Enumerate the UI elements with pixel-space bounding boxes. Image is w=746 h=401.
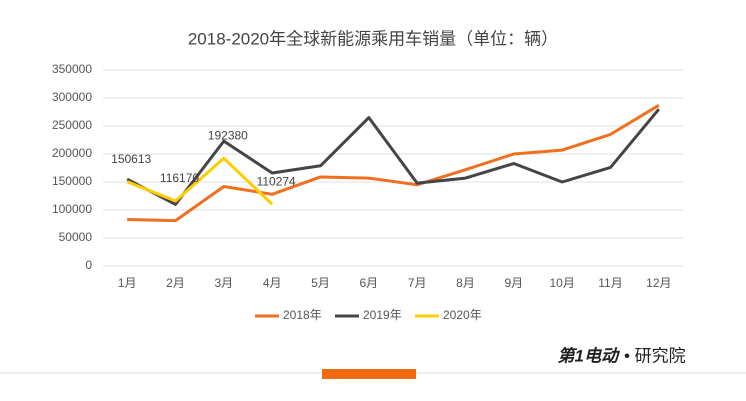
x-tick-label: 4月: [263, 276, 282, 290]
y-tick-label: 250000: [52, 118, 92, 132]
chart-title: 2018-2020年全球新能源乘用车销量（单位：辆）: [188, 29, 558, 48]
y-tick-label: 350000: [52, 62, 92, 76]
legend-label: 2019年: [363, 308, 402, 322]
footer-accent: [322, 369, 416, 379]
y-tick-label: 100000: [52, 202, 92, 216]
data-label: 192380: [208, 128, 248, 142]
legend-label: 2020年: [443, 308, 482, 322]
x-tick-label: 9月: [504, 276, 523, 290]
x-tick-label: 11月: [598, 276, 622, 290]
x-tick-label: 8月: [456, 276, 475, 290]
series-line: [127, 103, 660, 223]
x-tick-label: 10月: [549, 276, 574, 290]
x-tick-label: 12月: [646, 276, 671, 290]
legend-label: 2018年: [283, 308, 322, 322]
x-tick-label: 5月: [311, 276, 330, 290]
y-tick-label: 50000: [59, 230, 93, 244]
x-tick-label: 7月: [408, 276, 427, 290]
data-label: 116170: [160, 171, 199, 185]
brand-logo: 第1电动: [558, 346, 621, 365]
y-tick-label: 0: [85, 258, 92, 272]
y-tick-label: 300000: [52, 90, 92, 104]
x-tick-label: 1月: [118, 276, 137, 290]
y-tick-label: 150000: [52, 174, 92, 188]
series-line: [126, 156, 274, 206]
x-tick-label: 2月: [166, 276, 185, 290]
series-line: [126, 108, 660, 206]
data-label: 150613: [111, 152, 151, 166]
x-tick-label: 6月: [359, 276, 378, 290]
y-tick-label: 200000: [52, 146, 92, 160]
x-tick-label: 3月: [214, 276, 233, 290]
data-label: 110274: [257, 174, 296, 188]
brand-suffix: • 研究院: [624, 346, 686, 365]
